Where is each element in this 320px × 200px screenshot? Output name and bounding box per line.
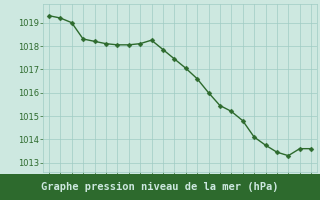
Text: Graphe pression niveau de la mer (hPa): Graphe pression niveau de la mer (hPa): [41, 182, 279, 192]
